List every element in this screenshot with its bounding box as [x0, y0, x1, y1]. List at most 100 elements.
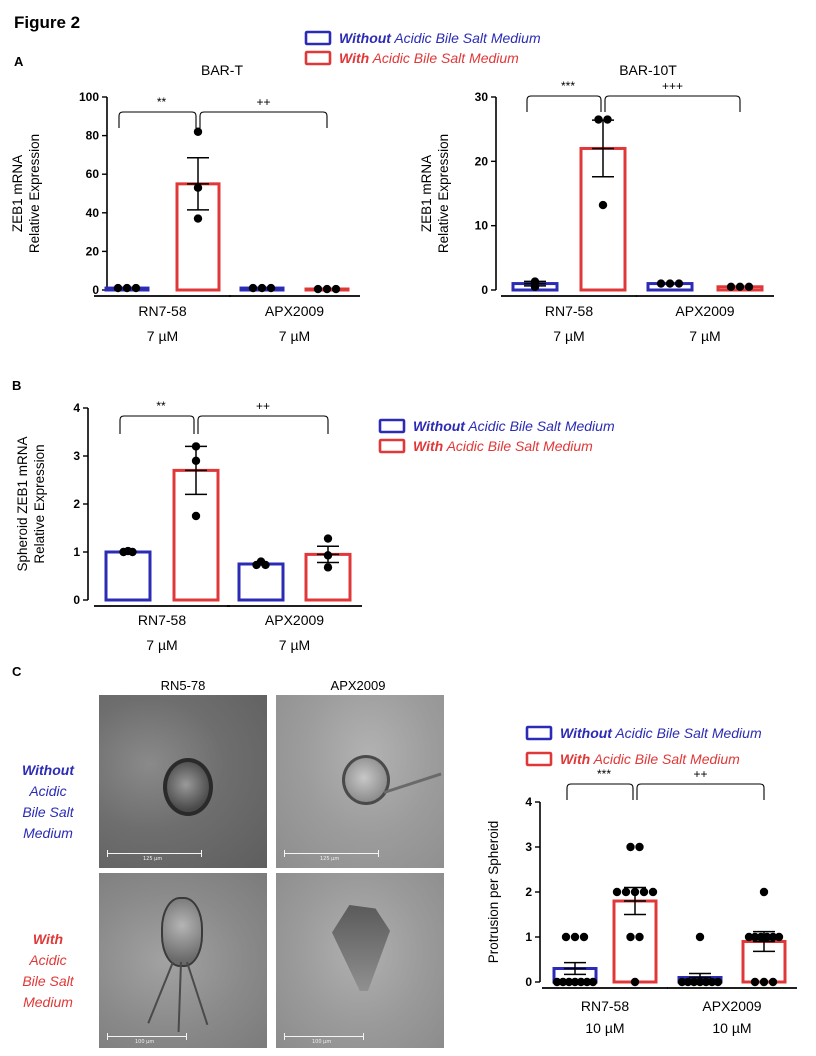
data-point — [598, 200, 608, 210]
data-point — [630, 977, 640, 987]
data-point — [193, 183, 203, 192]
data-point — [193, 127, 203, 136]
row-label-with-line: Medium — [23, 994, 73, 1010]
data-point — [570, 977, 580, 987]
data-point — [626, 842, 635, 852]
data-point — [331, 284, 341, 294]
data-point — [113, 283, 123, 293]
legend-panel-c: Without Acidic Bile Salt Medium With Acid… — [525, 725, 762, 767]
data-point — [257, 283, 267, 293]
group-label: 7 µM — [279, 328, 310, 344]
data-point — [582, 977, 592, 987]
significance-bracket — [197, 415, 329, 434]
scale-bar — [107, 850, 202, 857]
bar-without — [237, 562, 285, 602]
data-point — [603, 115, 612, 124]
data-point — [744, 282, 754, 291]
legend-label-with: With Acidic Bile Salt Medium — [560, 751, 740, 767]
legend-swatch-without — [304, 30, 332, 46]
y-tick-label: 20 — [475, 154, 489, 168]
cell-protrusion — [186, 961, 209, 1026]
legend-bold-word: Without — [560, 725, 613, 741]
cell-protrusion — [177, 961, 182, 1032]
y-tick-label: 1 — [525, 930, 532, 944]
chart-spheroid-zeb1: 0 1 2 3 4 Spheroid ZEB1 mRNA Relative Expressi… — [15, 399, 362, 653]
data-point — [639, 887, 649, 897]
data-point — [713, 977, 723, 987]
group-label: 7 µM — [147, 328, 178, 344]
data-point — [768, 932, 778, 942]
y-axis-label: ZEB1 mRNA — [419, 155, 434, 232]
significance-label: ++ — [256, 399, 270, 413]
legend-label-with: With Acidic Bile Salt Medium — [413, 438, 593, 454]
data-point — [626, 932, 635, 942]
data-point — [759, 887, 769, 897]
data-point — [131, 283, 141, 293]
legend-label-without: Without Acidic Bile Salt Medium — [413, 418, 615, 434]
data-point — [323, 551, 333, 560]
significance-bracket — [199, 111, 328, 128]
group-label: 10 µM — [585, 1020, 624, 1036]
legend-bold-word: Without — [339, 30, 392, 46]
row-label-with: With Acidic Bile Salt Medium — [22, 931, 74, 1010]
data-point — [323, 563, 333, 572]
y-tick-label: 2 — [73, 497, 80, 511]
y-tick-label: 2 — [525, 885, 532, 899]
y-tick-label: 0 — [92, 283, 99, 297]
data-point — [266, 283, 276, 293]
y-tick-label: 40 — [86, 206, 100, 220]
legend-swatch-without — [525, 725, 553, 741]
y-tick-label: 0 — [525, 975, 532, 989]
significance-bracket — [636, 783, 765, 800]
y-axis-label: Spheroid ZEB1 mRNA — [15, 436, 30, 571]
data-point — [594, 115, 603, 124]
data-point — [695, 932, 705, 942]
data-point — [252, 560, 261, 570]
significance-label: ** — [156, 399, 166, 413]
data-point — [762, 932, 772, 942]
significance-label: ** — [157, 95, 167, 109]
legend-swatch-with — [304, 50, 332, 66]
significance-label: *** — [561, 79, 575, 93]
group-label: APX2009 — [702, 998, 761, 1014]
y-tick-label: 0 — [481, 283, 488, 297]
y-axis-label: Relative Expression — [436, 134, 451, 253]
group-label: APX2009 — [675, 303, 734, 319]
scale-bar — [284, 1033, 364, 1040]
data-point — [683, 977, 693, 987]
data-point — [656, 279, 666, 288]
y-tick-label: 0 — [73, 593, 80, 607]
data-point — [768, 977, 778, 987]
data-point — [621, 887, 631, 897]
panel-label-a: A — [14, 54, 24, 69]
significance-label: *** — [597, 767, 611, 781]
group-label: 7 µM — [279, 637, 310, 653]
spheroid-cell — [342, 755, 390, 805]
data-point — [122, 283, 132, 293]
data-point — [191, 511, 201, 521]
legend-bold-word: With — [560, 751, 590, 767]
chart-bar-t: BAR-T 0 20 40 60 80 100 ZEB1 mRNA Relative Expre… — [10, 62, 360, 344]
scale-bar — [284, 850, 379, 857]
legend-swatch-with — [378, 438, 406, 454]
scale-bar-label: 125 µm — [320, 856, 340, 862]
y-tick-label: 4 — [525, 795, 532, 809]
data-point — [750, 977, 760, 987]
y-tick-label: 100 — [79, 90, 99, 104]
row-label-without-bold: Without — [22, 762, 75, 778]
y-tick-label: 3 — [525, 840, 532, 854]
spheroid-cell — [332, 905, 390, 991]
legend-rest-text: Acidic Bile Salt Medium — [612, 725, 762, 741]
group-label: 7 µM — [689, 328, 720, 344]
data-point — [128, 547, 137, 557]
data-point — [759, 977, 769, 987]
y-tick-label: 60 — [86, 167, 100, 181]
data-point — [561, 932, 571, 942]
row-label-with-line: Bile Salt — [22, 973, 74, 989]
data-point — [648, 887, 658, 897]
data-point — [576, 977, 586, 987]
group-label: 7 µM — [553, 328, 584, 344]
data-point — [191, 456, 201, 465]
